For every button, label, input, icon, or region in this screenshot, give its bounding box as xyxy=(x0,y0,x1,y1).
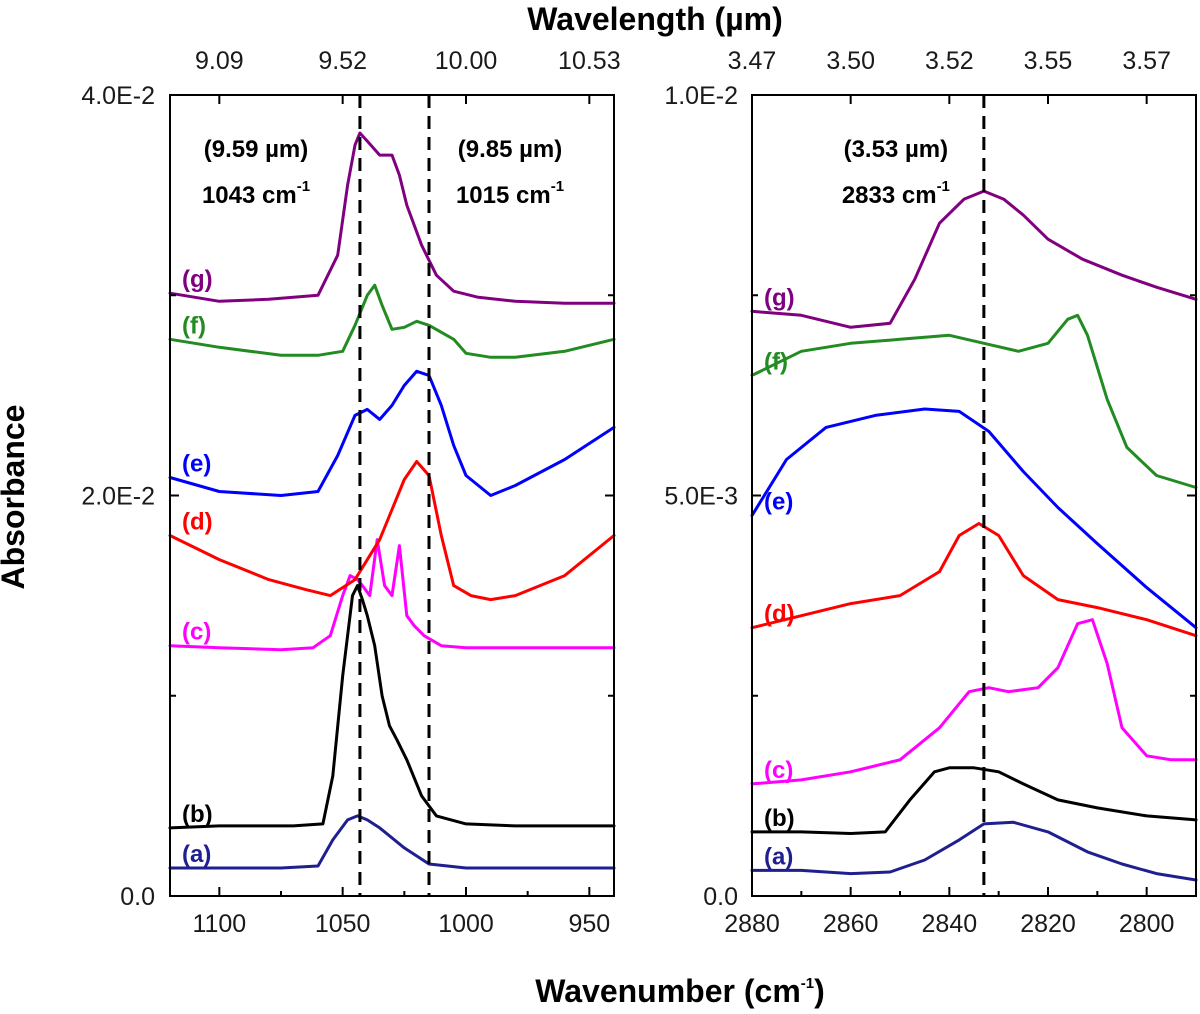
bottom-axis-title-base: Wavenumber (cm xyxy=(535,973,801,1009)
right-x-tick-label-1: 2860 xyxy=(823,910,879,938)
right-series-label-6: (g) xyxy=(764,284,795,311)
left-y-tick-label-0: 0.0 xyxy=(120,883,155,911)
right-series-line-2 xyxy=(750,618,1198,786)
left-top-tick-label-2: 10.00 xyxy=(435,47,498,75)
left-series-label-0: (a) xyxy=(182,841,211,868)
right-series-label-0: (a) xyxy=(764,843,793,870)
right-series-label-4: (e) xyxy=(764,489,793,516)
left-series-line-6 xyxy=(168,131,616,305)
right-x-tick-label-4: 2800 xyxy=(1119,910,1175,938)
bottom-axis-title-end: ) xyxy=(814,973,825,1009)
left-top-tick-label-1: 9.52 xyxy=(318,47,367,75)
right-series-line-6 xyxy=(750,189,1198,329)
left-peak-wavenumber-0: 1043 cm-1 xyxy=(202,178,310,209)
left-series-label-4: (e) xyxy=(182,450,211,477)
bottom-axis-title-sup: -1 xyxy=(801,975,814,992)
left-peak-wavelength-1: (9.85 µm) xyxy=(458,136,563,163)
left-peak-wavenumber-base-1: 1015 cm xyxy=(456,182,551,209)
left-series-label-3: (d) xyxy=(182,509,213,536)
right-top-tick-label-3: 3.55 xyxy=(1024,47,1073,75)
right-top-tick-label-2: 3.52 xyxy=(925,47,974,75)
right-series-line-3 xyxy=(750,522,1198,638)
right-x-tick-label-3: 2820 xyxy=(1020,910,1076,938)
right-series-line-1 xyxy=(750,766,1198,835)
left-x-tick-label-1: 1050 xyxy=(315,910,371,938)
right-x-tick-label-2: 2840 xyxy=(922,910,978,938)
right-peak-wavenumber-0: 2833 cm-1 xyxy=(842,178,950,209)
right-peak-wavenumber-sup-0: -1 xyxy=(937,178,950,195)
left-series-line-5 xyxy=(168,283,616,359)
right-series-line-4 xyxy=(750,407,1198,630)
left-series-label-2: (c) xyxy=(182,619,211,646)
left-series-line-1 xyxy=(168,584,616,830)
left-series-label-5: (f) xyxy=(182,312,206,339)
y-axis-title: Absorbance xyxy=(0,405,31,590)
left-plot-frame xyxy=(169,94,615,897)
left-peak-wavenumber-1: 1015 cm-1 xyxy=(456,178,564,209)
left-panel: (a) (b) (c) (d) (e) (f) (g) 1100 1050 1000 950 9.09… xyxy=(81,47,620,938)
right-peak-wavenumber-base-0: 2833 cm xyxy=(842,182,937,209)
left-peak-wavenumber-sup-0: -1 xyxy=(297,178,310,195)
right-x-tick-label-0: 2880 xyxy=(724,910,780,938)
left-y-tick-label-1: 2.0E-2 xyxy=(81,483,155,511)
right-series-label-2: (c) xyxy=(764,757,793,784)
right-series-label-5: (f) xyxy=(764,348,788,375)
left-y-tick-label-2: 4.0E-2 xyxy=(81,82,155,110)
left-top-tick-label-3: 10.53 xyxy=(558,47,621,75)
left-series-line-0 xyxy=(168,814,616,870)
right-series-line-0 xyxy=(750,820,1198,882)
right-series-line-5 xyxy=(750,313,1198,489)
right-y-tick-label-2: 1.0E-2 xyxy=(664,82,738,110)
left-series-line-2 xyxy=(168,538,616,652)
left-x-tick-label-3: 950 xyxy=(568,910,610,938)
left-series-line-4 xyxy=(168,369,616,497)
left-series-line-3 xyxy=(168,460,616,602)
left-top-tick-label-0: 9.09 xyxy=(195,47,244,75)
right-top-tick-label-0: 3.47 xyxy=(728,47,777,75)
top-axis-title: Wavelength (µm) xyxy=(527,1,782,37)
left-peak-wavelength-0: (9.59 µm) xyxy=(204,136,309,163)
right-peak-wavelength-0: (3.53 µm) xyxy=(844,136,949,163)
left-peak-wavenumber-sup-1: -1 xyxy=(551,178,564,195)
right-panel: (a) (b) (c) (d) (e) (f) (g) 2880 2860 2840 2820 280… xyxy=(664,47,1198,938)
right-top-tick-label-1: 3.50 xyxy=(826,47,875,75)
right-y-tick-label-1: 5.0E-3 xyxy=(664,483,738,511)
right-series-label-1: (b) xyxy=(764,805,795,832)
left-series-label-1: (b) xyxy=(182,801,213,828)
right-top-tick-label-4: 3.57 xyxy=(1122,47,1171,75)
bottom-axis-title: Wavenumber (cm-1) xyxy=(535,973,825,1009)
left-x-tick-label-0: 1100 xyxy=(192,910,246,938)
left-peak-wavenumber-base-0: 1043 cm xyxy=(202,182,297,209)
right-y-tick-label-0: 0.0 xyxy=(703,883,738,911)
right-series-label-3: (d) xyxy=(764,601,795,628)
left-series-label-6: (g) xyxy=(182,266,213,293)
left-x-tick-label-2: 1000 xyxy=(438,910,494,938)
